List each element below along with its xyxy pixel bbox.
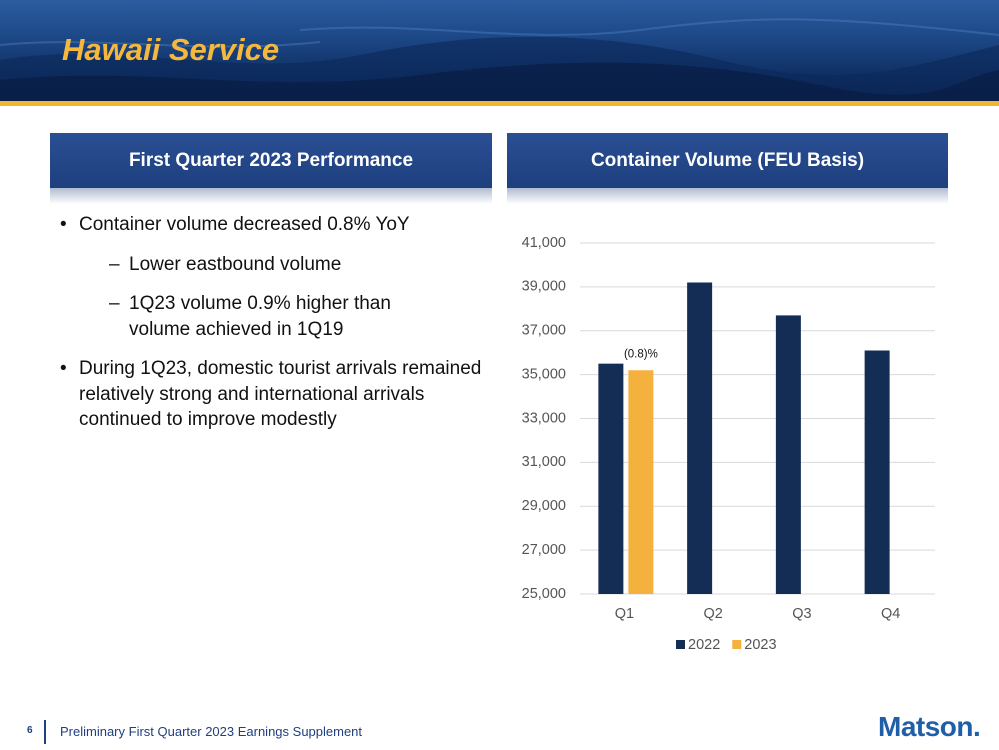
footer-divider — [44, 720, 46, 744]
sub-bullet: Lower eastbound volume — [58, 252, 419, 278]
legend-label: 2022 — [688, 637, 720, 653]
bar — [775, 315, 801, 594]
bullet: Container volume decreased 0.8% YoY — [58, 212, 488, 238]
y-tick-label: 41,000 — [522, 235, 566, 251]
panel-heading: First Quarter 2023 Performance — [50, 133, 492, 188]
y-tick-label: 27,000 — [522, 542, 566, 558]
y-tick-label: 39,000 — [522, 279, 566, 295]
bullet: During 1Q23, domestic tourist arrivals r… — [58, 356, 488, 433]
y-tick-label: 33,000 — [522, 410, 566, 426]
y-tick-label: 31,000 — [522, 454, 566, 470]
bar — [628, 370, 654, 594]
slide-title: Hawaii Service — [62, 32, 280, 67]
wave-art — [0, 18, 999, 101]
panel-shadow — [50, 188, 492, 204]
y-tick-label: 25,000 — [522, 586, 566, 602]
y-tick-label: 35,000 — [522, 366, 566, 382]
legend-label: 2023 — [744, 637, 776, 653]
legend-swatch — [732, 640, 742, 649]
legend-swatch — [676, 640, 685, 649]
y-tick-label: 29,000 — [522, 498, 566, 514]
x-tick-label: Q3 — [792, 606, 811, 622]
annotation: (0.8)% — [624, 348, 658, 360]
gold-rule — [0, 101, 999, 106]
bar — [687, 282, 713, 594]
bar — [864, 350, 890, 594]
x-tick-label: Q2 — [703, 606, 722, 622]
bar — [598, 363, 624, 594]
logo: Matson. — [878, 711, 981, 742]
chart: 25,000 27,000 29,000 31,000 33,000 35,000 37,0… — [522, 235, 935, 653]
header-banner: Hawaii Service — [0, 0, 999, 101]
page-number: 6 — [27, 725, 33, 736]
sub-bullet: 1Q23 volume 0.9% higher than volume achi… — [58, 291, 419, 342]
bullet-list: Container volume decreased 0.8% YoY Lower… — [58, 212, 488, 447]
x-tick-label: Q4 — [881, 606, 900, 622]
footer-text: Preliminary First Quarter 2023 Earnings … — [60, 724, 363, 739]
x-tick-label: Q1 — [615, 606, 634, 622]
panel-heading: Container Volume (FEU Basis) — [507, 133, 948, 188]
y-tick-label: 37,000 — [522, 323, 566, 339]
panel-shadow — [507, 188, 948, 204]
